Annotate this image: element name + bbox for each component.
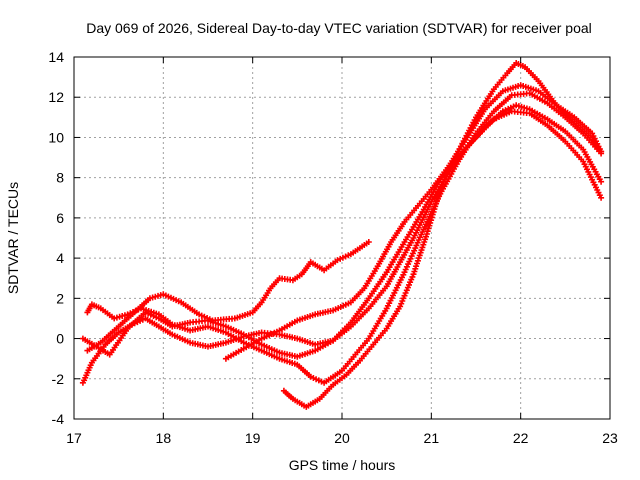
chart-title: Day 069 of 2026, Sidereal Day-to-day VTE… [86,20,592,36]
x-tick-label: 17 [66,430,82,446]
y-tick-label: -4 [52,411,65,427]
tick-layer: 17 18 19 20 21 22 23 -4 -2 0 2 4 6 8 10 12 14 [48,49,618,446]
grid-layer [74,57,610,419]
y-tick-label: 10 [48,129,64,145]
x-tick-label: 21 [424,430,440,446]
x-axis-label: GPS time / hours [289,457,396,473]
y-axis-label: SDTVAR / TECUs [5,182,21,294]
series-s4 [84,239,372,354]
series-markers-s4 [84,239,372,354]
x-tick-label: 20 [334,430,350,446]
series-s3 [84,90,605,386]
series-markers-s6 [280,60,605,410]
y-tick-label: 2 [56,290,64,306]
y-tick-label: 8 [56,170,64,186]
x-tick-label: 19 [245,430,261,446]
series-s2 [79,108,605,360]
y-tick-label: -2 [52,371,65,387]
series-layer [79,60,605,410]
x-tick-label: 23 [602,430,618,446]
series-markers-s2 [79,108,605,360]
x-tick-label: 18 [156,430,172,446]
x-tick-label: 22 [513,430,529,446]
series-markers-s3 [84,90,605,386]
y-tick-label: 14 [48,49,64,65]
y-tick-label: 4 [56,250,64,266]
y-tick-label: 6 [56,210,64,226]
y-tick-label: 12 [48,89,64,105]
y-tick-label: 0 [56,331,64,347]
series-s6 [280,60,605,410]
